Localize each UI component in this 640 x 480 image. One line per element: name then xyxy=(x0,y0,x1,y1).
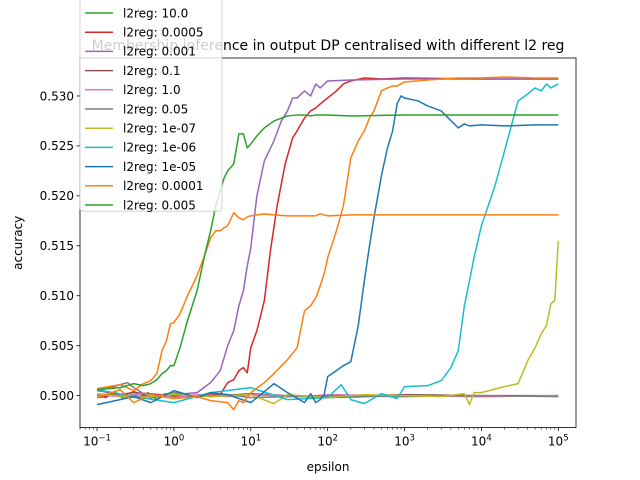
y-tick-label: 0.505 xyxy=(40,339,74,353)
x-tick-label: 105 xyxy=(548,434,569,449)
series-line-6 xyxy=(96,240,560,406)
x-axis-label: epsilon xyxy=(307,460,350,474)
y-axis-label: accuracy xyxy=(11,216,25,270)
y-tick-label: 0.515 xyxy=(40,239,74,253)
y-tick-label: 0.510 xyxy=(40,289,74,303)
series-line-2 xyxy=(96,78,559,398)
legend-label: l2reg: 0.1 xyxy=(123,64,181,78)
series-line-9 xyxy=(96,76,559,411)
legend-label: l2reg: 1e-05 xyxy=(123,160,196,174)
legend-label: l2reg: 1.0 xyxy=(123,83,181,97)
series-line-8 xyxy=(96,95,559,406)
legend-label: l2reg: 1e-07 xyxy=(123,122,196,136)
x-axis-ticks: 10−1 100 101 102 103 104 105 xyxy=(79,427,569,449)
legend-label: l2reg: 1e-06 xyxy=(123,141,196,155)
x-tick-label: 101 xyxy=(240,434,261,449)
y-axis-ticks: 0.500 0.505 0.510 0.515 0.520 0.525 0.530 xyxy=(40,89,80,403)
legend-label: l2reg: 0.05 xyxy=(123,102,188,116)
legend-label: l2reg: 0.005 xyxy=(123,198,196,212)
y-tick-label: 0.520 xyxy=(40,189,74,203)
series-line-5 xyxy=(96,381,559,399)
series-layer xyxy=(96,76,560,411)
x-tick-label: 102 xyxy=(317,434,338,449)
y-tick-label: 0.530 xyxy=(40,89,74,103)
y-tick-label: 0.525 xyxy=(40,139,74,153)
series-line-10 xyxy=(96,212,559,392)
x-tick-label: 103 xyxy=(394,434,415,449)
series-line-11 xyxy=(96,114,559,391)
legend-label: l2reg: 10.0 xyxy=(123,6,188,20)
legend-label: l2reg: 0.0001 xyxy=(123,179,203,193)
x-tick-label: 104 xyxy=(471,434,492,449)
x-tick-label: 10−1 xyxy=(83,434,111,449)
series-line-7 xyxy=(96,83,559,405)
legend-label: l2reg: 0.001 xyxy=(123,45,196,59)
x-tick-label: 100 xyxy=(164,434,185,449)
series-line-1 xyxy=(96,77,559,399)
legend-label: l2reg: 0.0005 xyxy=(123,26,203,40)
legend: l2reg: 10.0 l2reg: 0.0005 l2reg: 0.001 l2re… xyxy=(79,0,223,212)
legend-box xyxy=(79,0,223,212)
y-tick-label: 0.500 xyxy=(40,389,74,403)
